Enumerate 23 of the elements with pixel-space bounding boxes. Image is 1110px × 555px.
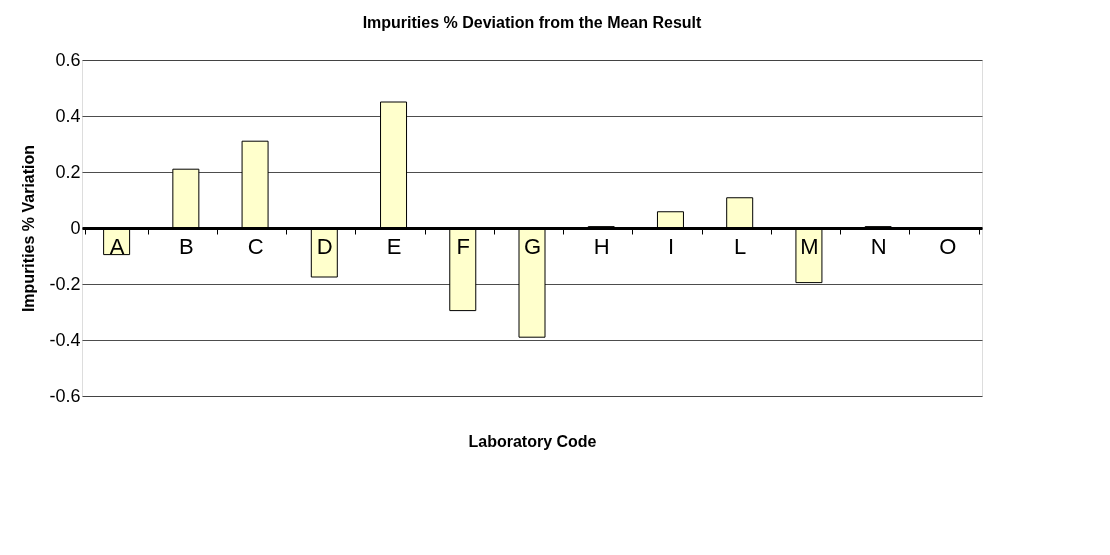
y-tick-label: -0.2 [49, 273, 81, 294]
x-tick-label: B [179, 233, 194, 259]
y-tick-label: 0.6 [55, 49, 81, 70]
x-tick-label: C [247, 233, 264, 259]
x-tick-label: F [456, 233, 470, 259]
y-axis-title: Impurities % Variation [20, 144, 38, 313]
x-tick-label: D [316, 233, 333, 259]
x-tick-label: E [386, 233, 402, 259]
x-tick-label: N [870, 233, 887, 259]
x-tick-label: H [593, 233, 610, 259]
y-tick-label: 0 [70, 217, 81, 238]
x-axis-title: Laboratory Code [468, 432, 597, 450]
x-tick-label: M [800, 233, 819, 259]
x-tick-label: G [523, 233, 542, 259]
x-tick-label: A [109, 233, 125, 259]
y-tick-label: 0.4 [55, 105, 81, 126]
y-tick-label: -0.6 [49, 385, 81, 406]
x-tick-label: L [734, 233, 747, 259]
y-tick-label: -0.4 [49, 329, 81, 350]
x-tick-label: O [939, 233, 957, 259]
chart-title: Impurities % Deviation from the Mean Result [362, 14, 703, 31]
y-tick-label: 0.2 [55, 161, 81, 182]
x-tick-label: I [667, 233, 675, 259]
